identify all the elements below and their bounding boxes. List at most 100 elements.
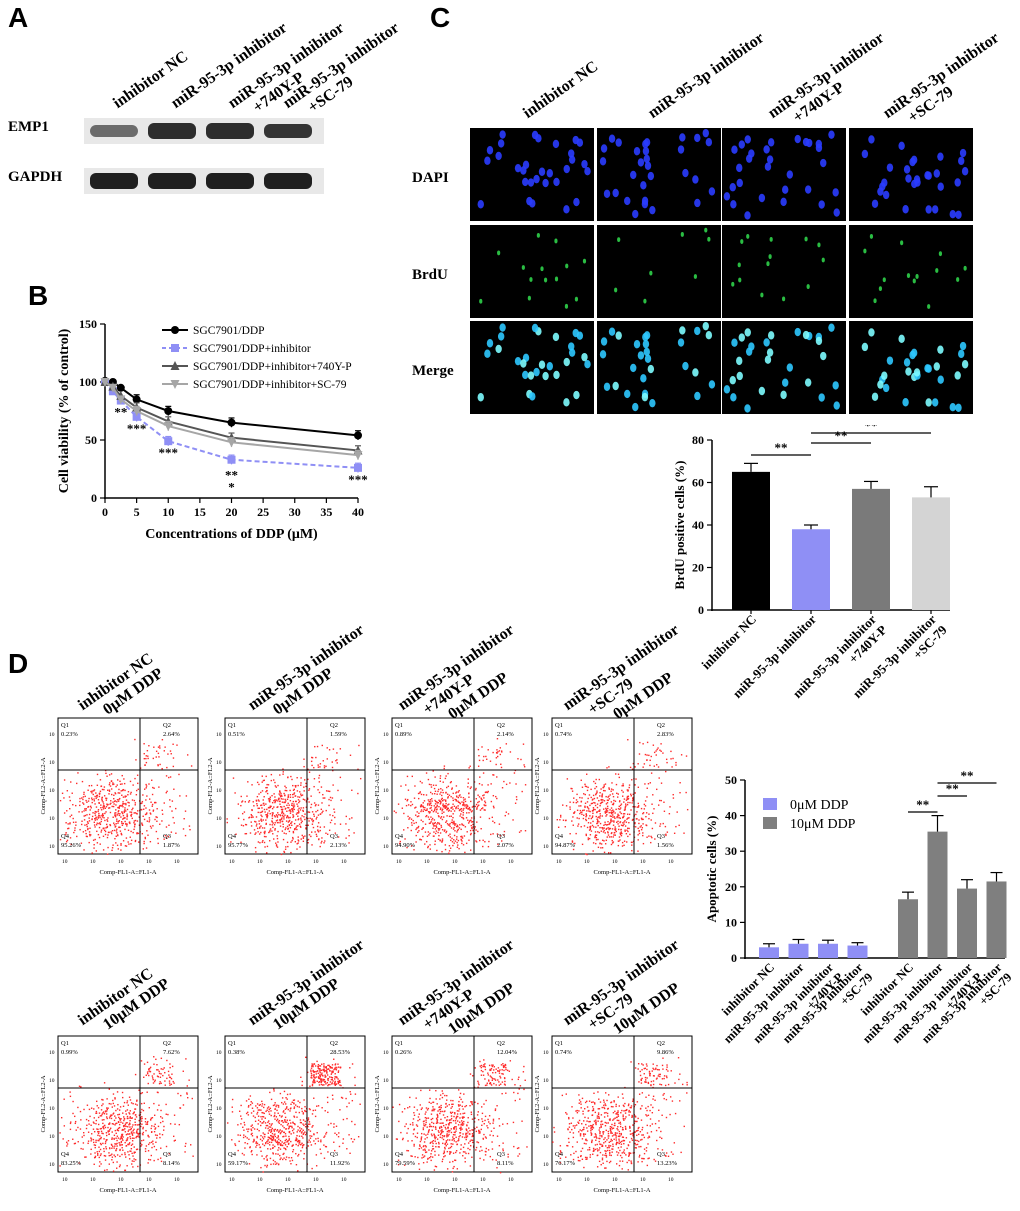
event-dot [260,815,261,816]
event-dot [479,783,480,784]
event-dot [479,776,480,777]
event-dot [583,818,584,819]
event-dot [262,781,263,782]
event-dot [459,1108,460,1109]
nucleus [617,237,620,242]
flow-y-tick: 10 [383,816,389,822]
legend-entry: SGC7901/DDP [193,325,265,337]
event-dot [103,828,104,829]
event-dot [75,825,76,826]
event-dot [609,798,610,799]
event-dot [260,1121,261,1122]
event-dot [450,1147,451,1148]
nucleus [905,174,911,182]
event-dot [164,1080,165,1081]
nucleus [805,378,811,386]
event-dot [264,832,265,833]
event-dot [83,803,84,804]
event-dot [313,1133,314,1134]
event-dot [287,799,288,800]
event-dot [300,777,301,778]
event-dot [102,1103,103,1104]
event-dot [447,823,448,824]
event-dot [240,1123,241,1124]
event-dot [272,815,273,816]
event-dot [167,753,168,754]
event-dot [64,1125,65,1126]
nucleus [573,136,579,144]
event-dot [450,848,451,849]
event-dot [520,830,521,831]
event-dot [351,1121,352,1122]
event-dot [289,1093,290,1094]
event-dot [458,808,459,809]
event-dot [441,1107,442,1108]
event-dot [285,827,286,828]
event-dot [83,1109,84,1110]
event-dot [97,1154,98,1155]
event-dot [461,1124,462,1125]
event-dot [452,1161,453,1162]
event-dot [185,835,186,836]
event-dot [442,792,443,793]
event-dot [277,816,278,817]
flow-x-tick: 10 [118,1177,124,1183]
event-dot [435,1143,436,1144]
event-dot [626,830,627,831]
event-dot [619,836,620,837]
event-dot [129,1142,130,1143]
event-dot [290,852,291,853]
event-dot [101,831,102,832]
nucleus [832,381,838,389]
event-dot [418,813,419,814]
event-dot [270,1132,271,1133]
event-dot [478,1119,479,1120]
event-dot [266,1166,267,1167]
event-dot [317,1070,318,1071]
event-dot [470,830,471,831]
event-dot [602,815,603,816]
event-dot [240,1115,241,1116]
event-dot [618,845,619,846]
event-dot [313,1063,314,1064]
event-dot [103,849,104,850]
y-tick-label: 100 [79,375,97,389]
nucleus [881,372,887,380]
event-dot [429,804,430,805]
event-dot [463,812,464,813]
event-dot [126,825,127,826]
event-dot [599,817,600,818]
event-dot [468,793,469,794]
event-dot [425,1111,426,1112]
panel-letter-a: A [8,2,28,34]
event-dot [135,841,136,842]
event-dot [449,826,450,827]
event-dot [480,828,481,829]
event-dot [557,819,558,820]
event-dot [267,1165,268,1166]
event-dot [316,1165,317,1166]
event-dot [280,1143,281,1144]
event-dot [457,1116,458,1117]
event-dot [332,1080,333,1081]
event-dot [587,798,588,799]
event-dot [462,1108,463,1109]
event-dot [432,1141,433,1142]
event-dot [105,1143,106,1144]
nucleus [804,237,807,242]
event-dot [270,1148,271,1149]
event-dot [472,824,473,825]
event-dot [415,1136,416,1137]
event-dot [424,800,425,801]
event-dot [303,766,304,767]
nucleus [615,138,621,146]
event-dot [97,774,98,775]
x-tick-label: 25 [257,505,269,519]
event-dot [492,817,493,818]
event-dot [470,1165,471,1166]
event-dot [516,796,517,797]
event-dot [590,827,591,828]
event-dot [406,1123,407,1124]
